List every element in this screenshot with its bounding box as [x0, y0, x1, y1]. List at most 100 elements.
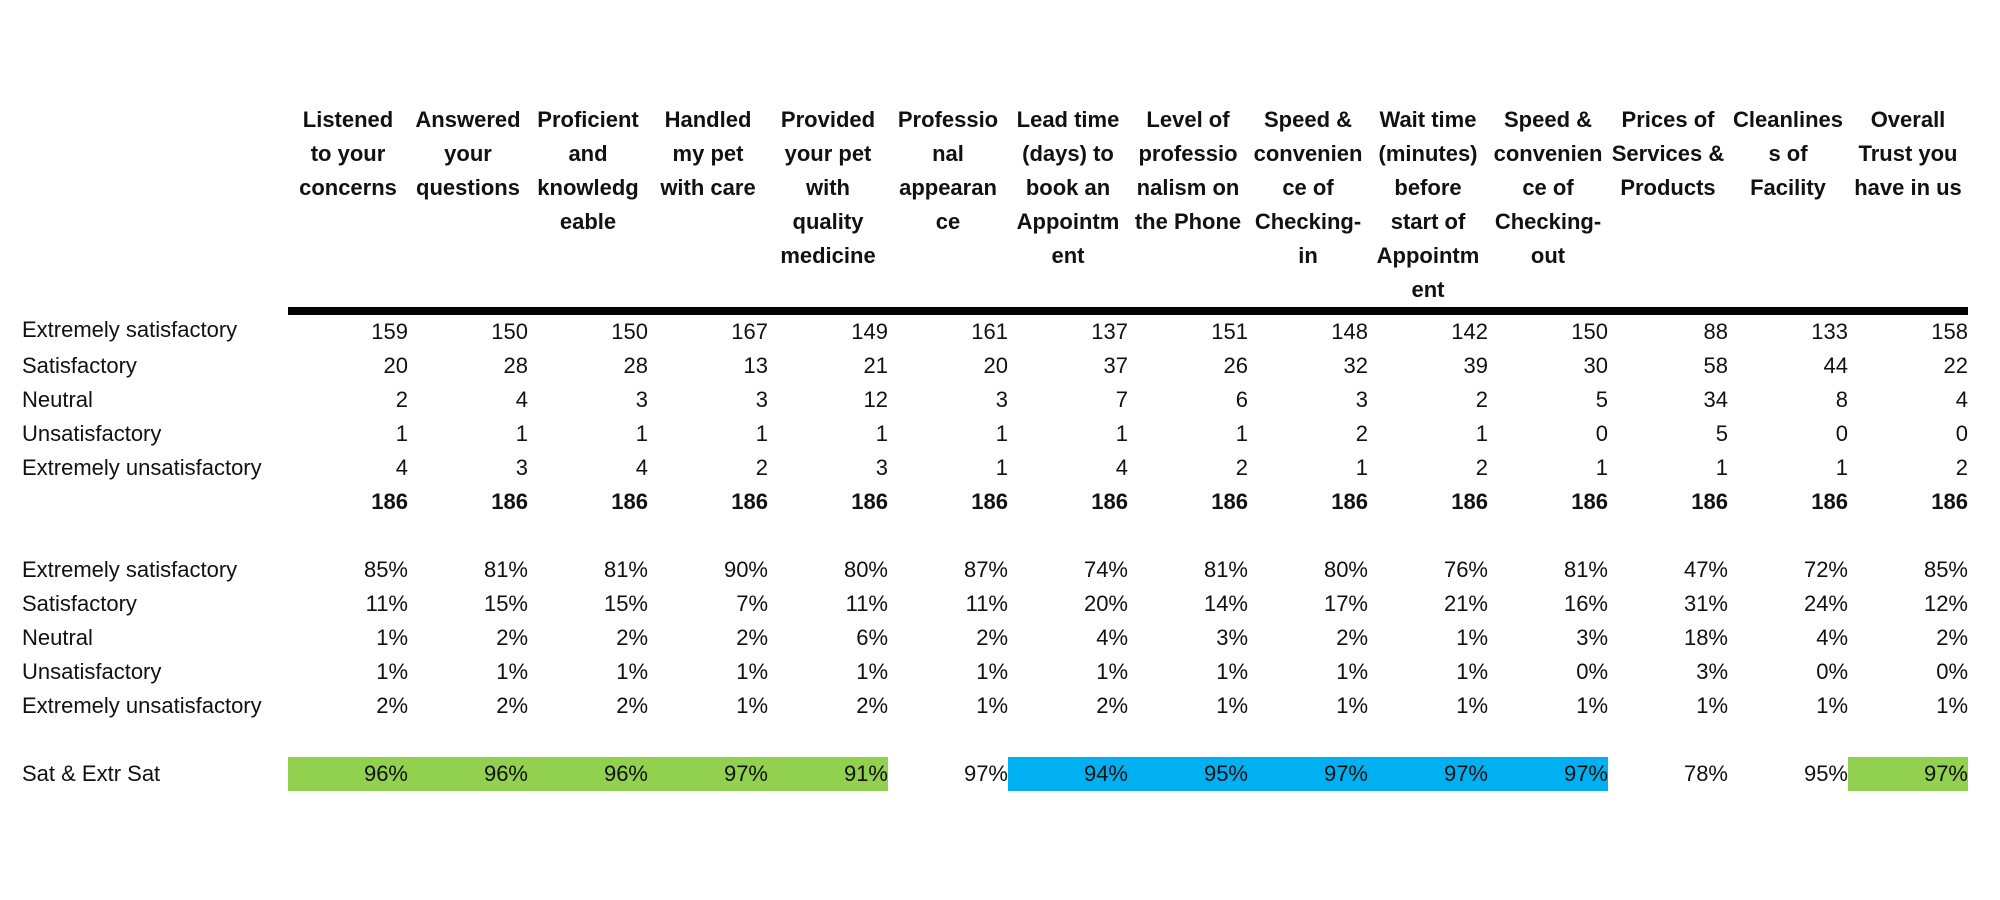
pct-cell: 3%: [1696, 659, 1728, 684]
column-header: Prices of Services & Products: [1608, 103, 1728, 315]
pct-cell: 17%: [1323, 591, 1368, 616]
count-cell: 26: [1223, 353, 1248, 378]
pct-cell: 1%: [1936, 693, 1968, 718]
spacer-row: [22, 723, 1968, 757]
count-cell: 2: [755, 455, 768, 480]
count-cell: 137: [1091, 319, 1128, 344]
pct-cell: 85%: [363, 557, 408, 582]
pct-cell: 2%: [616, 625, 648, 650]
total-cell: 186: [1811, 489, 1848, 514]
count-row-extremely-unsatisfactory: Extremely unsatisfactory 4 3 4 2 3 1 4 2…: [22, 451, 1968, 485]
total-cell: 186: [611, 489, 648, 514]
pct-cell: 11%: [965, 591, 1008, 616]
sat-cell: 97%: [648, 757, 768, 791]
count-cell: 3: [635, 387, 648, 412]
count-cell: 1: [395, 421, 408, 446]
row-label: Extremely satisfactory: [22, 317, 238, 342]
total-cell: 186: [1211, 489, 1248, 514]
pct-cell: 81%: [603, 557, 648, 582]
total-cell: 186: [1451, 489, 1488, 514]
count-cell: 39: [1463, 353, 1488, 378]
count-cell: 37: [1103, 353, 1128, 378]
pct-cell: 1%: [976, 693, 1008, 718]
pct-cell: 87%: [963, 557, 1008, 582]
pct-cell: 2%: [736, 625, 768, 650]
count-cell: 3: [875, 455, 888, 480]
total-cell: 186: [971, 489, 1008, 514]
sat-cell: 96%: [408, 757, 528, 791]
pct-cell: 1%: [1456, 625, 1488, 650]
count-cell: 133: [1811, 319, 1848, 344]
pct-cell: 74%: [1083, 557, 1128, 582]
count-cell: 4: [635, 455, 648, 480]
row-label: Unsatisfactory: [22, 659, 162, 684]
sat-cell: 94%: [1008, 757, 1128, 791]
column-header: Listened to your concerns: [288, 103, 408, 315]
count-cell: 32: [1343, 353, 1368, 378]
pct-cell: 1%: [1456, 659, 1488, 684]
total-cell: 186: [1331, 489, 1368, 514]
pct-cell: 81%: [1203, 557, 1248, 582]
count-cell: 28: [623, 353, 648, 378]
count-cell: 4: [1115, 455, 1128, 480]
count-cell: 150: [491, 319, 528, 344]
pct-cell: 1%: [1456, 693, 1488, 718]
column-header: Speed & convenien ce of Checking- in: [1248, 103, 1368, 315]
pct-cell: 3%: [1216, 625, 1248, 650]
sat-cell: 97%: [963, 761, 1008, 786]
column-header: Cleanlines s of Facility: [1728, 103, 1848, 315]
pct-cell: 14%: [1203, 591, 1248, 616]
pct-cell: 1%: [1336, 659, 1368, 684]
pct-cell: 81%: [1563, 557, 1608, 582]
pct-cell: 15%: [483, 591, 528, 616]
pct-row-extremely-satisfactory: Extremely satisfactory 85% 81% 81% 90% 8…: [22, 553, 1968, 587]
count-cell: 88: [1703, 319, 1728, 344]
pct-cell: 1%: [1816, 693, 1848, 718]
count-cell: 5: [1715, 421, 1728, 446]
row-label: Extremely unsatisfactory: [22, 693, 262, 718]
total-cell: 186: [731, 489, 768, 514]
count-cell: 6: [1235, 387, 1248, 412]
sat-cell: 97%: [1368, 757, 1488, 791]
pct-cell: 80%: [1323, 557, 1368, 582]
pct-cell: 1%: [1216, 659, 1248, 684]
pct-cell: 11%: [365, 591, 408, 616]
count-cell: 2: [1355, 421, 1368, 446]
pct-cell: 24%: [1803, 591, 1848, 616]
row-label: Satisfactory: [22, 591, 137, 616]
count-cell: 2: [1475, 387, 1488, 412]
sat-cell: 96%: [288, 757, 408, 791]
pct-cell: 11%: [845, 591, 888, 616]
pct-cell: 1%: [376, 659, 408, 684]
pct-row-satisfactory: Satisfactory 11% 15% 15% 7% 11% 11% 20% …: [22, 587, 1968, 621]
pct-cell: 76%: [1443, 557, 1488, 582]
column-header: Handled my pet with care: [648, 103, 768, 315]
count-cell: 1: [1835, 455, 1848, 480]
row-label: Neutral: [22, 625, 93, 650]
count-cell: 1: [1115, 421, 1128, 446]
header-row: Listened to your concerns Answered your …: [22, 103, 1968, 315]
totals-label-blank: [22, 485, 288, 519]
pct-cell: 31%: [1683, 591, 1728, 616]
count-cell: 3: [755, 387, 768, 412]
count-cell: 3: [1355, 387, 1368, 412]
count-cell: 1: [995, 455, 1008, 480]
total-cell: 186: [851, 489, 888, 514]
count-cell: 1: [1715, 455, 1728, 480]
pct-cell: 2%: [856, 693, 888, 718]
pct-cell: 16%: [1563, 591, 1608, 616]
count-cell: 21: [863, 353, 888, 378]
pct-cell: 90%: [723, 557, 768, 582]
header-corner: [22, 103, 288, 311]
count-cell: 151: [1211, 319, 1248, 344]
sat-cell: 78%: [1683, 761, 1728, 786]
sat-cell: 97%: [1848, 757, 1968, 791]
column-header: Professio nal appearan ce: [888, 103, 1008, 315]
row-label: Extremely unsatisfactory: [22, 455, 262, 480]
pct-cell: 2%: [376, 693, 408, 718]
pct-cell: 1%: [736, 659, 768, 684]
count-cell: 2: [395, 387, 408, 412]
total-cell: 186: [1691, 489, 1728, 514]
count-cell: 1: [1475, 421, 1488, 446]
pct-cell: 1%: [496, 659, 528, 684]
